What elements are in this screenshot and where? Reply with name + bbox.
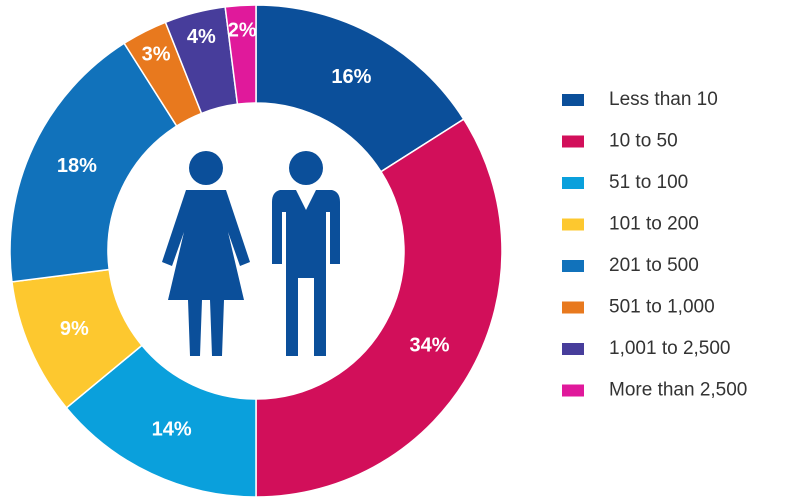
legend-swatch [562, 135, 584, 148]
legend-label: 101 to 200 [609, 214, 699, 235]
legend-swatch [562, 94, 584, 106]
people-icon [162, 151, 340, 356]
legend-swatch [562, 343, 584, 355]
slice [224, 4, 257, 106]
value-label: 2% [228, 20, 257, 42]
legend-label: 201 to 500 [609, 255, 699, 276]
value-label: 18% [57, 155, 97, 177]
legend-label: 10 to 50 [609, 131, 678, 152]
value-label: 14% [152, 418, 192, 440]
legend-swatch [562, 260, 584, 272]
legend-swatch [562, 177, 584, 189]
legend-swatch [562, 301, 584, 314]
legend-label: 501 to 1,000 [609, 297, 715, 318]
slice [255, 118, 503, 498]
value-label: 4% [187, 26, 216, 48]
slice [9, 42, 178, 283]
legend-label: Less than 10 [609, 89, 718, 110]
legend-swatch [562, 218, 584, 231]
legend-label: 51 to 100 [609, 172, 688, 193]
legend-label: 1,001 to 2,500 [609, 338, 731, 359]
value-label: 9% [60, 318, 89, 340]
value-label: 16% [331, 66, 371, 88]
legend-swatch [562, 384, 584, 397]
value-label: 34% [409, 335, 449, 357]
legend-label: More than 2,500 [609, 380, 747, 401]
value-label: 3% [142, 43, 171, 65]
